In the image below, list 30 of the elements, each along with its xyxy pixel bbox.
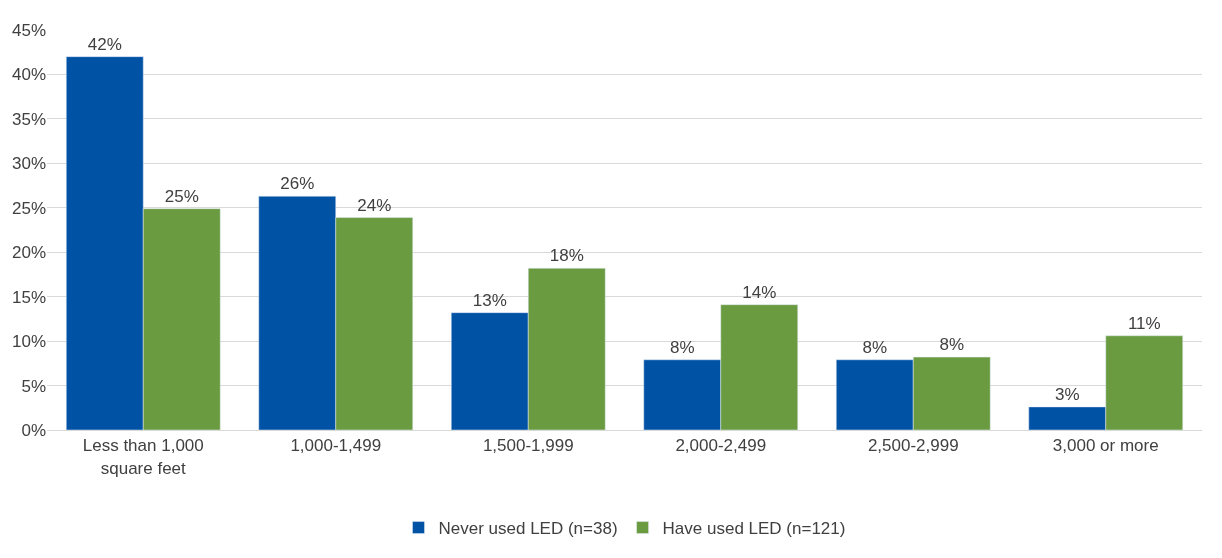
data-label: 11% (1127, 313, 1161, 333)
y-tick-label: 35% (11, 109, 46, 129)
data-label: 8% (669, 337, 695, 357)
x-tick-label: 1,500-1,999 (482, 436, 574, 456)
x-tick-label: 1,000-1,499 (290, 436, 382, 456)
y-tick-label: 40% (11, 65, 46, 85)
data-label: 42% (87, 34, 122, 54)
x-tick-label: 3,000 or more (1052, 436, 1159, 456)
y-tick-label: 25% (11, 198, 46, 218)
data-label: 24% (357, 195, 392, 215)
data-label: 25% (164, 186, 199, 206)
x-tick-label: 2,000-2,499 (675, 436, 767, 456)
x-tick-label: 2,500-2,999 (867, 436, 959, 456)
y-tick-label: 20% (11, 243, 46, 263)
data-label: 14% (742, 282, 777, 302)
y-tick-label: 30% (11, 154, 46, 174)
data-label: 8% (939, 335, 965, 355)
legend-label: Have used LED (n=121) (662, 519, 846, 539)
data-label: 13% (472, 290, 507, 310)
y-tick-label: 45% (11, 20, 46, 40)
y-tick-label: 15% (11, 287, 46, 307)
y-tick-label: 0% (21, 420, 46, 440)
legend-label: Never used LED (n=38) (438, 519, 618, 539)
x-tick-label: Less than 1,000 square feet (82, 436, 204, 478)
y-tick-label: 5% (21, 376, 46, 396)
data-label: 26% (280, 174, 315, 194)
y-tick-label: 10% (11, 332, 46, 352)
data-label: 3% (1054, 384, 1080, 404)
data-label: 8% (862, 337, 888, 357)
data-label: 18% (549, 246, 584, 266)
